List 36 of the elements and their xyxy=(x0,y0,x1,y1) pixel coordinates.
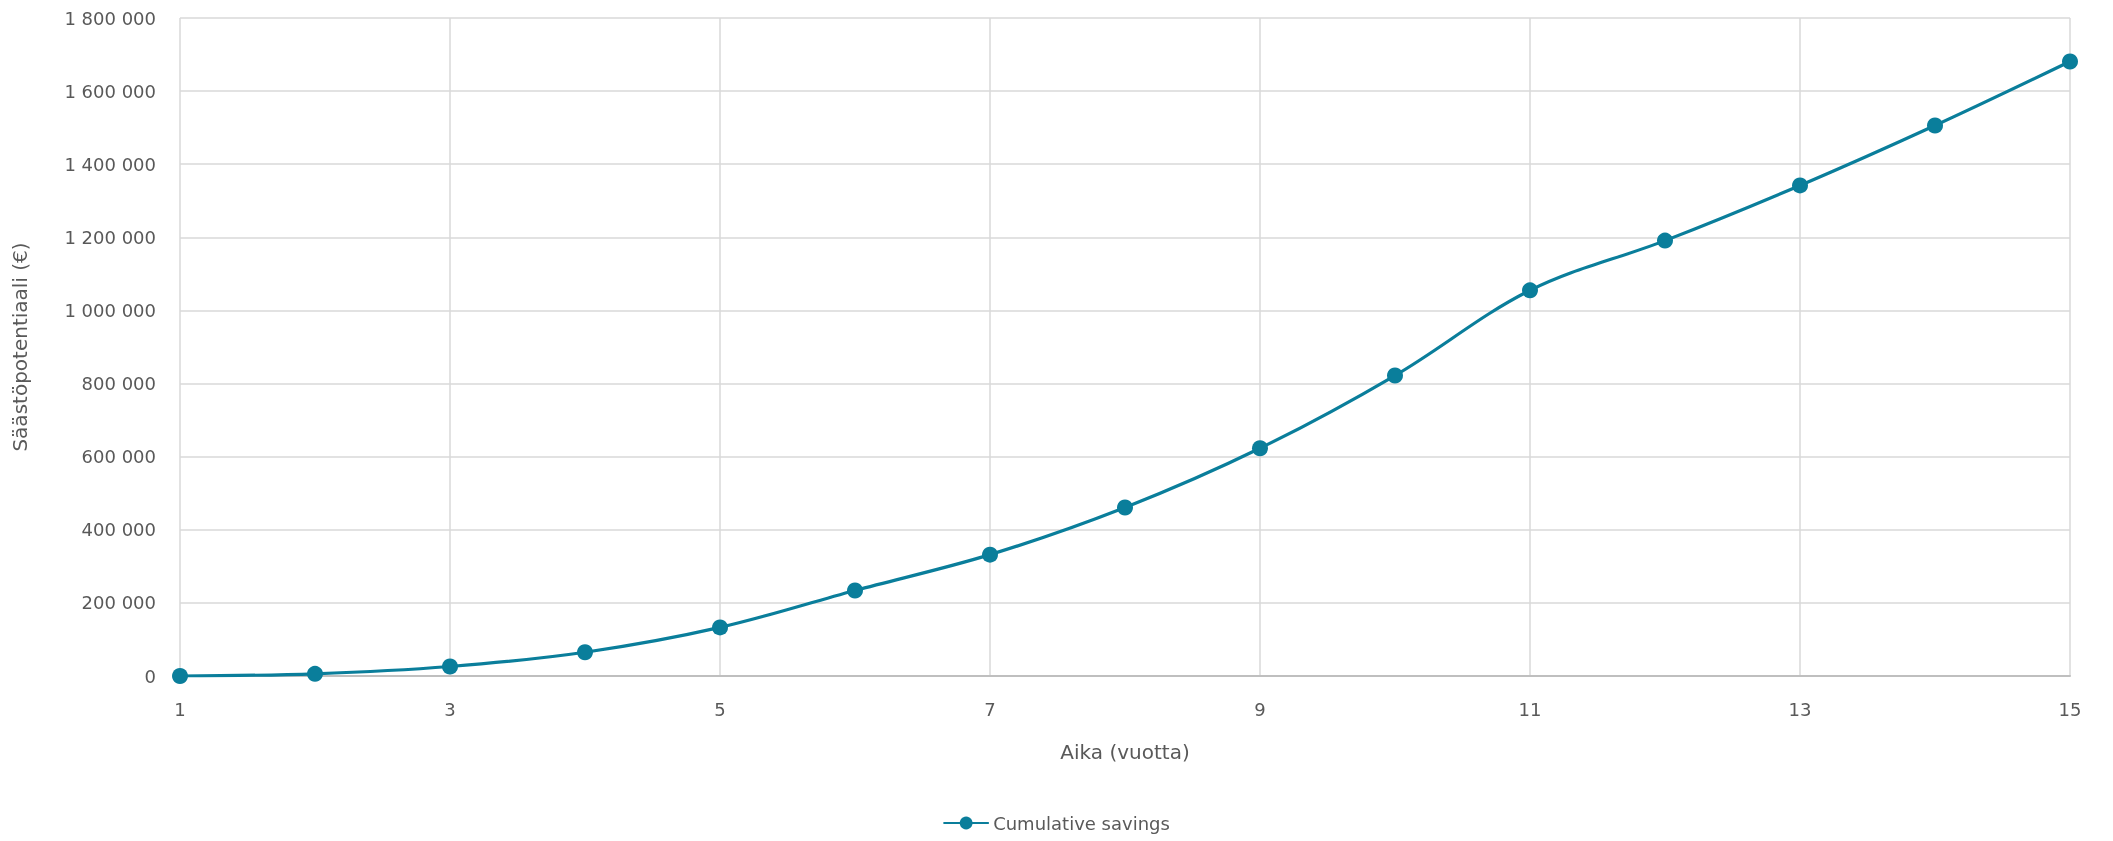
point xyxy=(1657,232,1673,249)
y-tick-label: 600 000 xyxy=(81,446,156,468)
x-tick-label: 3 xyxy=(444,698,456,720)
y-tick-label: 1 800 000 xyxy=(64,7,156,29)
point xyxy=(172,668,188,684)
y-axis-title: Säästöpotentiaali (€) xyxy=(8,242,32,452)
point xyxy=(982,546,998,563)
point xyxy=(577,644,593,661)
y-tick-label: 800 000 xyxy=(81,373,156,395)
x-axis-title: Aika (vuotta) xyxy=(1060,740,1190,764)
y-tick-label: 1 400 000 xyxy=(64,153,156,175)
x-tick-label: 15 xyxy=(2058,698,2082,720)
y-tick-label: 0 xyxy=(144,665,156,687)
point xyxy=(847,582,863,599)
y-tick-label: 1 000 000 xyxy=(64,299,156,321)
x-tick-label: 11 xyxy=(1518,698,1542,720)
legend-label: Cumulative savings xyxy=(993,812,1170,834)
point xyxy=(1252,440,1268,457)
point xyxy=(1117,499,1133,516)
point xyxy=(2062,53,2078,70)
y-tick-label: 1 600 000 xyxy=(64,80,156,102)
x-tick-label: 7 xyxy=(984,698,996,720)
point xyxy=(1792,177,1808,194)
point xyxy=(442,658,458,675)
y-tick-label: 400 000 xyxy=(81,519,156,541)
point xyxy=(1387,367,1403,384)
point xyxy=(712,619,728,636)
point xyxy=(1927,117,1943,134)
x-tick-label: 9 xyxy=(1254,698,1266,720)
y-tick-label: 200 000 xyxy=(81,592,156,614)
point xyxy=(1522,282,1538,299)
x-tick-label: 5 xyxy=(714,698,726,720)
y-tick-label: 1 200 000 xyxy=(64,226,156,248)
point xyxy=(307,665,323,682)
x-tick-label: 1 xyxy=(174,698,186,720)
x-tick-label: 13 xyxy=(1788,698,1812,720)
